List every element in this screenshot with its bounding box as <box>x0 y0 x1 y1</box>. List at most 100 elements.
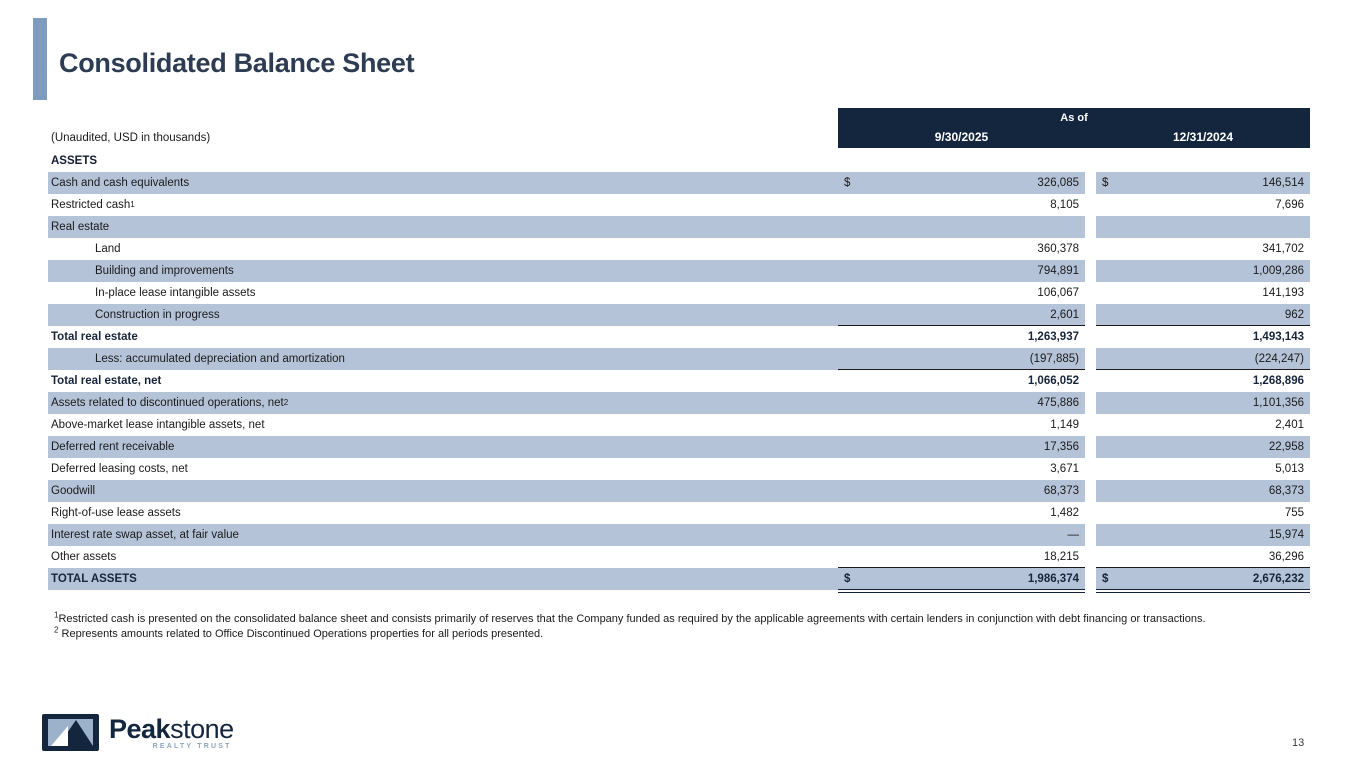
value-prior-period: 1,268,896 <box>1252 375 1304 387</box>
value-prior-period: 341,702 <box>1262 243 1304 255</box>
table-row: Less: accumulated depreciation and amort… <box>48 348 1310 370</box>
column-gap <box>1085 414 1096 436</box>
value-current-period: (197,885) <box>838 348 1085 370</box>
table-row: Deferred leasing costs, net 3,671 5,013 <box>48 458 1310 480</box>
row-label: Cash and cash equivalents <box>48 172 838 194</box>
value-current-period: 1,149 <box>1050 419 1079 431</box>
logo-text: Peakstone REALTY TRUST <box>109 715 234 750</box>
assets-section-label: ASSETS <box>51 155 98 167</box>
row-label: TOTAL ASSETS <box>48 568 838 590</box>
value-current-period: $1,986,374 <box>838 568 1085 593</box>
value-prior-period: $2,676,232 <box>1096 568 1310 593</box>
value-prior-period: 7,696 <box>1275 199 1304 211</box>
row-label: Restricted cash 1 <box>51 199 135 211</box>
row-label: Construction in progress <box>48 304 838 326</box>
brand-tagline: REALTY TRUST <box>152 743 232 750</box>
table-row: TOTAL ASSETS $1,986,374 $2,676,232 <box>48 568 1310 593</box>
table-row: Land 360,378 341,702 <box>48 238 1310 260</box>
column-gap <box>1085 502 1096 524</box>
row-label: Land <box>95 243 121 255</box>
value-current-period: 3,671 <box>1050 463 1079 475</box>
title-accent-bar <box>33 18 47 100</box>
value-current-period: 106,067 <box>1037 287 1079 299</box>
value-current-period: 2,601 <box>838 304 1085 326</box>
column-gap <box>1085 392 1096 414</box>
column-gap <box>1085 480 1096 502</box>
table-row: Real estate <box>48 216 1310 238</box>
table-row: Interest rate swap asset, at fair value … <box>48 524 1310 546</box>
column-gap <box>1085 260 1096 282</box>
table-row: Total real estate, net 1,066,052 1,268,8… <box>48 370 1310 392</box>
table-header: As of 9/30/2025 12/31/2024 <box>838 108 1310 148</box>
value-prior-period: 1,101,356 <box>1096 392 1310 414</box>
column-gap <box>1085 282 1096 304</box>
currency-symbol: $ <box>1102 177 1109 189</box>
column-gap <box>1085 216 1096 238</box>
row-label: Building and improvements <box>48 260 838 282</box>
value-current-period: 8,105 <box>1050 199 1079 211</box>
row-label: Other assets <box>51 551 117 563</box>
table-body: Cash and cash equivalents $326,085 $146,… <box>48 172 1310 593</box>
table-row: In-place lease intangible assets 106,067… <box>48 282 1310 304</box>
value-prior-period: $146,514 <box>1096 172 1310 194</box>
table-row: Restricted cash 1 8,105 7,696 <box>48 194 1310 216</box>
footnote: 1Restricted cash is presented on the con… <box>54 610 1206 625</box>
value-current-period: 17,356 <box>838 436 1085 458</box>
column-gap <box>1085 194 1096 216</box>
column-gap <box>1085 546 1096 568</box>
currency-symbol: $ <box>844 572 851 585</box>
page-title: Consolidated Balance Sheet <box>59 48 415 78</box>
value-prior-period: 15,974 <box>1096 524 1310 546</box>
value-prior-period: 68,373 <box>1096 480 1310 502</box>
table-row: Assets related to discontinued operation… <box>48 392 1310 414</box>
row-label: Interest rate swap asset, at fair value <box>48 524 838 546</box>
currency-symbol: $ <box>844 177 851 189</box>
value-current-period: 360,378 <box>1037 243 1079 255</box>
value-prior-period: 22,958 <box>1096 436 1310 458</box>
value-prior-period <box>1096 216 1310 238</box>
value-current-period: 18,215 <box>838 546 1085 568</box>
column-gap <box>1085 568 1096 590</box>
row-label: Assets related to discontinued operation… <box>48 392 838 414</box>
balance-sheet-table: (Unaudited, USD in thousands) As of 9/30… <box>48 108 1310 593</box>
row-label: Deferred rent receivable <box>48 436 838 458</box>
units-note: (Unaudited, USD in thousands) <box>51 132 211 144</box>
value-prior-period: 1,009,286 <box>1096 260 1310 282</box>
column-gap <box>1085 458 1096 480</box>
date-columns: 9/30/2025 12/31/2024 <box>838 130 1310 144</box>
column-header-current-date: 9/30/2025 <box>934 130 989 144</box>
value-current-period: 1,263,937 <box>1027 331 1079 343</box>
table-row: Deferred rent receivable 17,356 22,958 <box>48 436 1310 458</box>
value-prior-period: 36,296 <box>1096 546 1310 568</box>
column-gap <box>1085 172 1096 194</box>
row-label: Real estate <box>48 216 838 238</box>
row-label: Above-market lease intangible assets, ne… <box>51 419 265 431</box>
value-current-period <box>838 216 1085 238</box>
value-current-period: 68,373 <box>838 480 1085 502</box>
column-gap <box>1085 326 1096 348</box>
row-label: Deferred leasing costs, net <box>51 463 188 475</box>
column-header-prior-date: 12/31/2024 <box>1172 130 1234 144</box>
as-of-label: As of <box>1060 112 1088 124</box>
row-label: In-place lease intangible assets <box>95 287 256 299</box>
currency-symbol: $ <box>1102 572 1109 585</box>
value-current-period: 1,066,052 <box>1027 375 1079 387</box>
value-prior-period: 755 <box>1284 507 1304 519</box>
value-prior-period: 1,493,143 <box>1252 331 1304 343</box>
value-prior-period: 5,013 <box>1275 463 1304 475</box>
peakstone-mountain-icon <box>42 714 99 751</box>
value-current-period: 1,482 <box>1050 507 1079 519</box>
row-label: Total real estate, net <box>51 375 162 387</box>
footnote: 2 Represents amounts related to Office D… <box>54 625 544 640</box>
value-current-period: — <box>838 524 1085 546</box>
footnotes: 1Restricted cash is presented on the con… <box>54 610 1314 642</box>
value-current-period: 475,886 <box>838 392 1085 414</box>
table-row: Right-of-use lease assets 1,482 755 <box>48 502 1310 524</box>
value-prior-period: 2,401 <box>1275 419 1304 431</box>
company-logo: Peakstone REALTY TRUST <box>42 714 234 751</box>
footnote-number: 2 <box>54 625 59 635</box>
value-prior-period: 141,193 <box>1262 287 1304 299</box>
brand-name: Peakstone <box>109 714 234 744</box>
row-label: Goodwill <box>48 480 838 502</box>
